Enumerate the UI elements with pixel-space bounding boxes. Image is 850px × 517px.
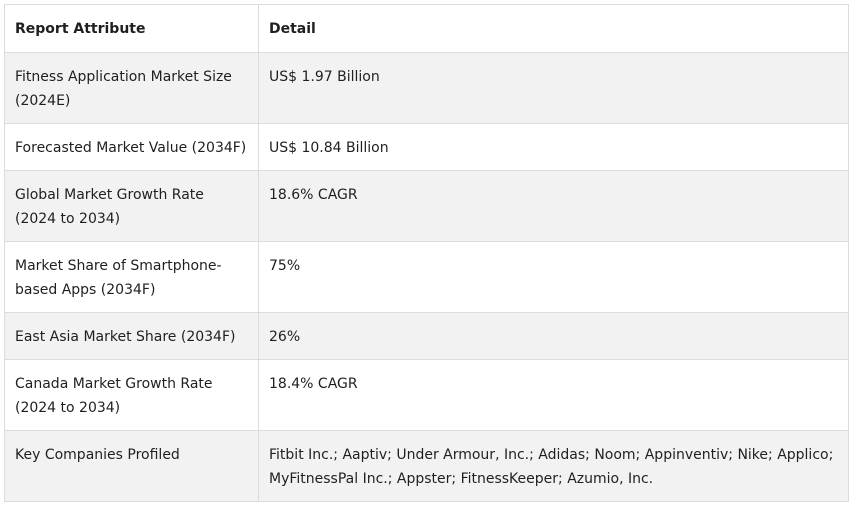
row-detail: 18.6% CAGR (258, 170, 849, 242)
row-detail: 18.4% CAGR (258, 359, 849, 431)
table-header-row: Report Attribute Detail (4, 4, 849, 53)
row-detail: Fitbit Inc.; Aaptiv; Under Armour, Inc.;… (258, 430, 849, 502)
row-attribute: Forecasted Market Value (2034F) (4, 123, 259, 171)
row-detail: 75% (258, 241, 849, 313)
row-detail: US$ 1.97 Billion (258, 52, 849, 124)
row-attribute: Global Market Growth Rate (2024 to 2034) (4, 170, 259, 242)
header-detail: Detail (258, 4, 849, 53)
report-attributes-table: Report Attribute Detail Fitness Applicat… (4, 4, 849, 502)
table-row: Canada Market Growth Rate (2024 to 2034)… (4, 359, 849, 431)
row-attribute: Canada Market Growth Rate (2024 to 2034) (4, 359, 259, 431)
row-detail: US$ 10.84 Billion (258, 123, 849, 171)
row-detail: 26% (258, 312, 849, 360)
table-row: Forecasted Market Value (2034F) US$ 10.8… (4, 123, 849, 171)
table-row: Global Market Growth Rate (2024 to 2034)… (4, 170, 849, 242)
header-report-attribute: Report Attribute (4, 4, 259, 53)
table-row: East Asia Market Share (2034F) 26% (4, 312, 849, 360)
table-row: Fitness Application Market Size (2024E) … (4, 52, 849, 124)
table-row: Market Share of Smartphone-based Apps (2… (4, 241, 849, 313)
row-attribute: Market Share of Smartphone-based Apps (2… (4, 241, 259, 313)
row-attribute: East Asia Market Share (2034F) (4, 312, 259, 360)
row-attribute: Key Companies Profiled (4, 430, 259, 502)
table-row: Key Companies Profiled Fitbit Inc.; Aapt… (4, 430, 849, 502)
row-attribute: Fitness Application Market Size (2024E) (4, 52, 259, 124)
